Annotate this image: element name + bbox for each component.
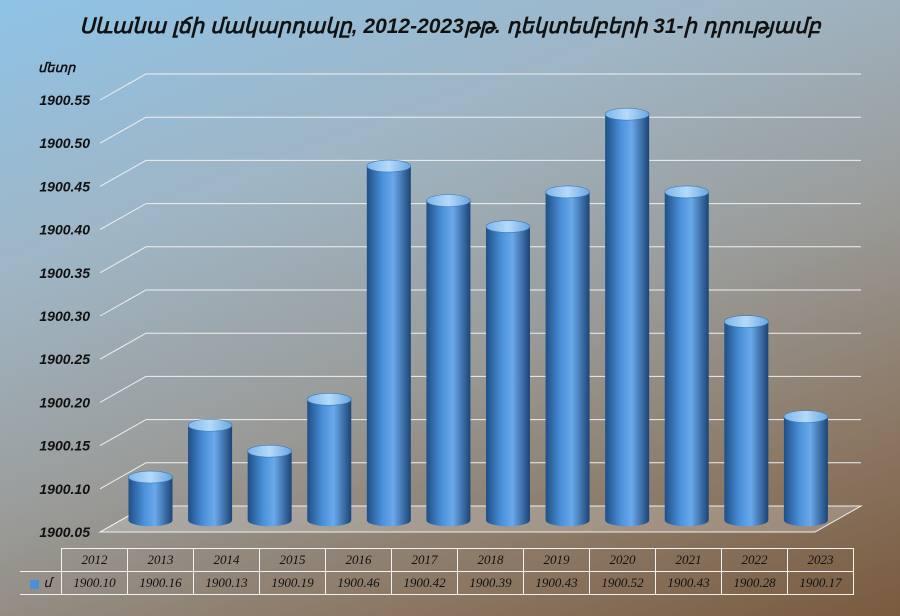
bar-cap bbox=[366, 159, 412, 173]
bar bbox=[306, 393, 352, 527]
value-cell: 1900.19 bbox=[259, 571, 326, 595]
gridline bbox=[99, 246, 861, 274]
bar-cap bbox=[485, 220, 531, 233]
bar-body bbox=[783, 416, 828, 527]
bar-cap bbox=[724, 315, 769, 328]
data-table-corner bbox=[20, 548, 62, 572]
bar-body bbox=[426, 200, 471, 527]
bar-body bbox=[724, 321, 769, 527]
y-tick-label: 1900.25 bbox=[39, 351, 90, 367]
y-tick-label: 1900.20 bbox=[39, 394, 90, 410]
bar-body bbox=[247, 451, 292, 527]
y-tick-label: 1900.15 bbox=[39, 438, 90, 454]
y-tick-label: 1900.45 bbox=[39, 178, 90, 194]
y-axis-ticks: 1900.05 1900.10 1900.15 1900.20 1900.25 1900.… bbox=[39, 92, 90, 540]
gridline bbox=[99, 289, 861, 317]
year-cell: 2021 bbox=[655, 548, 722, 572]
bar-cap bbox=[187, 418, 233, 432]
bar bbox=[724, 315, 769, 527]
y-tick-label: 1900.10 bbox=[39, 481, 90, 497]
y-tick-label: 1900.40 bbox=[39, 222, 90, 238]
gridline bbox=[99, 203, 861, 231]
gridline bbox=[99, 116, 861, 144]
value-cell: 1900.46 bbox=[325, 571, 392, 595]
value-cell: 1900.39 bbox=[457, 571, 524, 595]
y-tick-label: 1900.55 bbox=[39, 92, 90, 108]
bar-cap bbox=[604, 107, 650, 121]
bar bbox=[247, 444, 292, 527]
bar-cap bbox=[783, 410, 829, 423]
year-cell: 2022 bbox=[721, 548, 788, 572]
bar bbox=[783, 410, 829, 527]
bar bbox=[604, 107, 650, 527]
year-cell: 2017 bbox=[391, 548, 458, 572]
bar-body bbox=[128, 477, 173, 527]
value-cell: 1900.43 bbox=[523, 571, 590, 595]
bar-body bbox=[485, 226, 530, 527]
year-cell: 2012 bbox=[61, 548, 128, 572]
value-cell: 1900.43 bbox=[655, 571, 722, 595]
value-cell: 1900.52 bbox=[589, 571, 656, 595]
bar-chart-plot: 1900.05 1900.10 1900.15 1900.20 1900.25 1900.… bbox=[39, 73, 863, 540]
value-cell: 1900.42 bbox=[391, 571, 458, 595]
data-table-value-row: մ 1900.10 1900.16 1900.13 1900.19 1900.4… bbox=[20, 571, 854, 595]
legend-entry: մ bbox=[20, 571, 62, 595]
bar-body bbox=[188, 425, 233, 527]
bar bbox=[485, 220, 531, 527]
y-tick-label: 1900.35 bbox=[39, 265, 90, 281]
bar bbox=[664, 185, 710, 527]
value-cell: 1900.10 bbox=[61, 571, 128, 595]
bar bbox=[128, 470, 173, 527]
legend-swatch bbox=[30, 579, 40, 589]
year-cell: 2023 bbox=[787, 548, 854, 572]
bar-cap bbox=[128, 470, 173, 484]
value-cell: 1900.28 bbox=[721, 571, 788, 595]
bar bbox=[366, 159, 412, 527]
bars bbox=[128, 107, 829, 527]
data-table-header-row: 2012 2013 2014 2015 2016 2017 2018 2019 … bbox=[20, 548, 854, 572]
value-cell: 1900.13 bbox=[193, 571, 260, 595]
y-unit-label: մետր bbox=[38, 60, 76, 75]
bar-body bbox=[307, 399, 352, 527]
year-cell: 2020 bbox=[589, 548, 656, 572]
value-cell: 1900.17 bbox=[787, 571, 854, 595]
year-cell: 2019 bbox=[523, 548, 590, 572]
y-tick-label: 1900.50 bbox=[39, 135, 90, 151]
bar-body bbox=[366, 166, 411, 527]
bar-cap bbox=[426, 194, 471, 207]
year-cell: 2015 bbox=[259, 548, 326, 572]
bar-cap bbox=[664, 185, 710, 199]
year-cell: 2013 bbox=[127, 548, 194, 572]
bar bbox=[187, 418, 233, 527]
year-cell: 2016 bbox=[325, 548, 392, 572]
data-table: 2012 2013 2014 2015 2016 2017 2018 2019 … bbox=[20, 548, 854, 595]
chart-title: Սևանա լճի մակարդակը, 2012-2023թթ. դեկտեմ… bbox=[79, 15, 821, 38]
bar-body bbox=[664, 191, 709, 527]
value-cell: 1900.16 bbox=[127, 571, 194, 595]
bar bbox=[426, 194, 471, 527]
y-tick-label: 1900.30 bbox=[39, 308, 90, 324]
year-cell: 2014 bbox=[193, 548, 260, 572]
bar bbox=[545, 185, 590, 527]
y-tick-label: 1900.05 bbox=[39, 524, 90, 540]
bar-cap bbox=[247, 444, 292, 458]
bar-cap bbox=[545, 185, 590, 199]
bar-body bbox=[545, 191, 590, 527]
bar-body bbox=[605, 114, 650, 527]
legend-label: մ bbox=[43, 575, 52, 590]
gridline bbox=[99, 159, 861, 187]
year-cell: 2018 bbox=[457, 548, 524, 572]
gridline bbox=[99, 73, 861, 101]
bar-cap bbox=[306, 393, 352, 406]
